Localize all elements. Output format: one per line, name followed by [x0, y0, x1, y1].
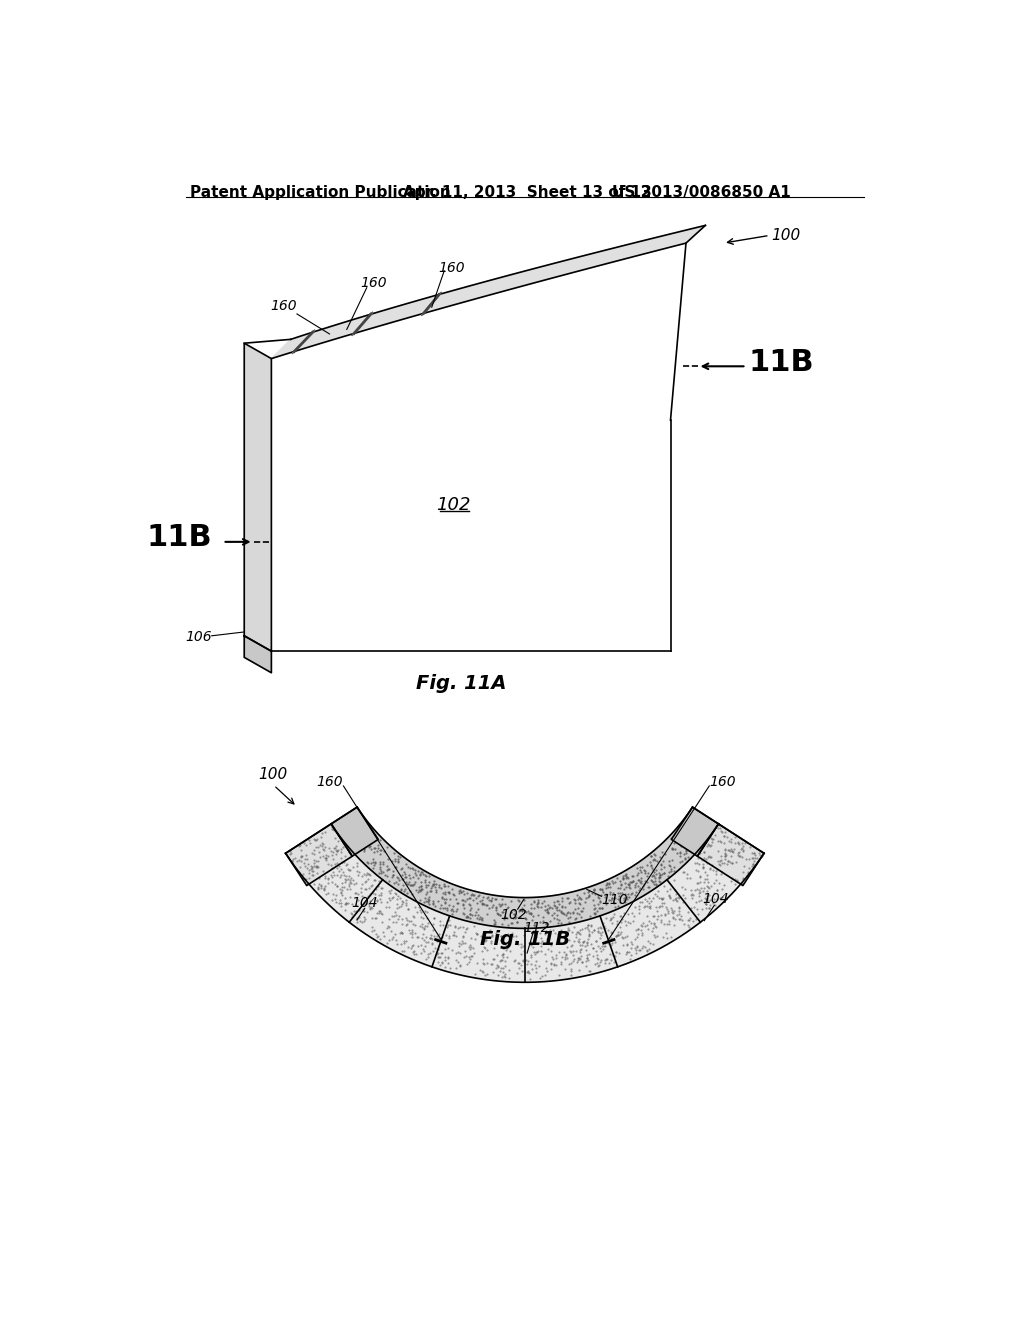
Text: 106: 106: [185, 631, 212, 644]
Polygon shape: [421, 292, 441, 315]
Text: 160: 160: [270, 300, 297, 313]
Text: 160: 160: [360, 276, 387, 290]
Text: 100: 100: [258, 767, 288, 781]
Polygon shape: [292, 330, 315, 354]
Polygon shape: [286, 824, 764, 982]
Polygon shape: [331, 807, 719, 928]
Text: 160: 160: [316, 775, 343, 789]
Polygon shape: [331, 807, 378, 857]
Text: 112: 112: [523, 921, 550, 936]
Text: 104: 104: [351, 896, 378, 909]
Polygon shape: [245, 343, 271, 651]
Polygon shape: [286, 824, 352, 886]
Polygon shape: [672, 807, 719, 857]
Text: 100: 100: [771, 228, 801, 243]
Text: Fig. 11B: Fig. 11B: [479, 931, 570, 949]
Polygon shape: [271, 226, 706, 359]
Polygon shape: [245, 636, 271, 673]
Text: Patent Application Publication: Patent Application Publication: [190, 185, 451, 201]
Text: 102: 102: [436, 496, 471, 513]
Polygon shape: [271, 243, 686, 651]
Text: Fig. 11A: Fig. 11A: [416, 675, 507, 693]
Text: Apr. 11, 2013  Sheet 13 of 13: Apr. 11, 2013 Sheet 13 of 13: [403, 185, 652, 201]
Text: 110: 110: [601, 894, 628, 907]
Text: 11B: 11B: [146, 523, 212, 552]
Text: 104: 104: [702, 892, 729, 906]
Text: 160: 160: [438, 261, 465, 275]
Polygon shape: [352, 312, 373, 335]
Text: 102: 102: [501, 908, 527, 921]
Text: 160: 160: [710, 775, 736, 789]
Text: US 2013/0086850 A1: US 2013/0086850 A1: [612, 185, 792, 201]
Text: 11B: 11B: [748, 348, 814, 378]
Polygon shape: [697, 824, 764, 886]
